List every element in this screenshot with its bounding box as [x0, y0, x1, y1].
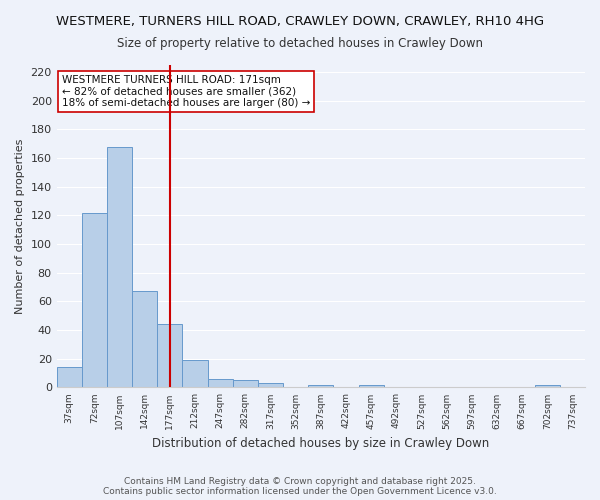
Bar	[258, 383, 283, 388]
Text: WESTMERE, TURNERS HILL ROAD, CRAWLEY DOWN, CRAWLEY, RH10 4HG: WESTMERE, TURNERS HILL ROAD, CRAWLEY DOW…	[56, 15, 544, 28]
Text: WESTMERE TURNERS HILL ROAD: 171sqm
← 82% of detached houses are smaller (362)
18: WESTMERE TURNERS HILL ROAD: 171sqm ← 82%…	[62, 74, 310, 108]
Text: Contains public sector information licensed under the Open Government Licence v3: Contains public sector information licen…	[103, 487, 497, 496]
X-axis label: Distribution of detached houses by size in Crawley Down: Distribution of detached houses by size …	[152, 437, 490, 450]
Bar	[359, 384, 384, 388]
Bar	[308, 384, 334, 388]
Bar	[182, 360, 208, 388]
Text: Size of property relative to detached houses in Crawley Down: Size of property relative to detached ho…	[117, 38, 483, 51]
Bar	[157, 324, 182, 388]
Bar	[535, 384, 560, 388]
Bar	[132, 292, 157, 388]
Bar	[233, 380, 258, 388]
Bar	[208, 379, 233, 388]
Bar	[107, 146, 132, 388]
Y-axis label: Number of detached properties: Number of detached properties	[15, 138, 25, 314]
Bar	[56, 368, 82, 388]
Text: Contains HM Land Registry data © Crown copyright and database right 2025.: Contains HM Land Registry data © Crown c…	[124, 477, 476, 486]
Bar	[82, 212, 107, 388]
